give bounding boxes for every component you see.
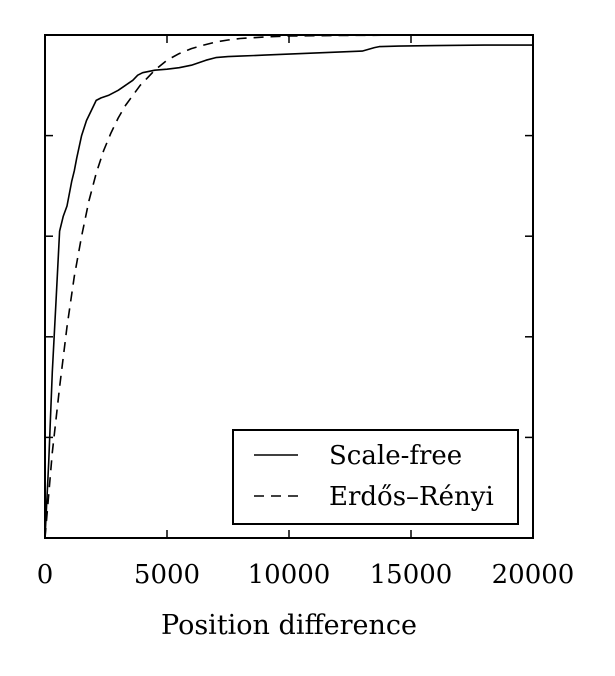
x-tick-label: 20000 (492, 560, 575, 590)
x-tick-label: 15000 (370, 560, 453, 590)
legend-box (232, 429, 519, 525)
x-tick-label: 0 (37, 560, 54, 590)
series-layer (44, 34, 533, 539)
x-axis-title: Position difference (161, 610, 417, 641)
legend-label-scale-free: Scale-free (329, 441, 462, 471)
x-tick-labels: 0 5000 10000 15000 20000 (37, 560, 575, 590)
x-tick-label: 5000 (134, 560, 200, 590)
series-line-scale-free (44, 44, 533, 539)
legend-label-erdos-renyi: Erdős–Rényi (329, 482, 494, 512)
legend: Scale-free Erdős–Rényi (232, 429, 519, 525)
x-tick-label: 10000 (248, 560, 331, 590)
